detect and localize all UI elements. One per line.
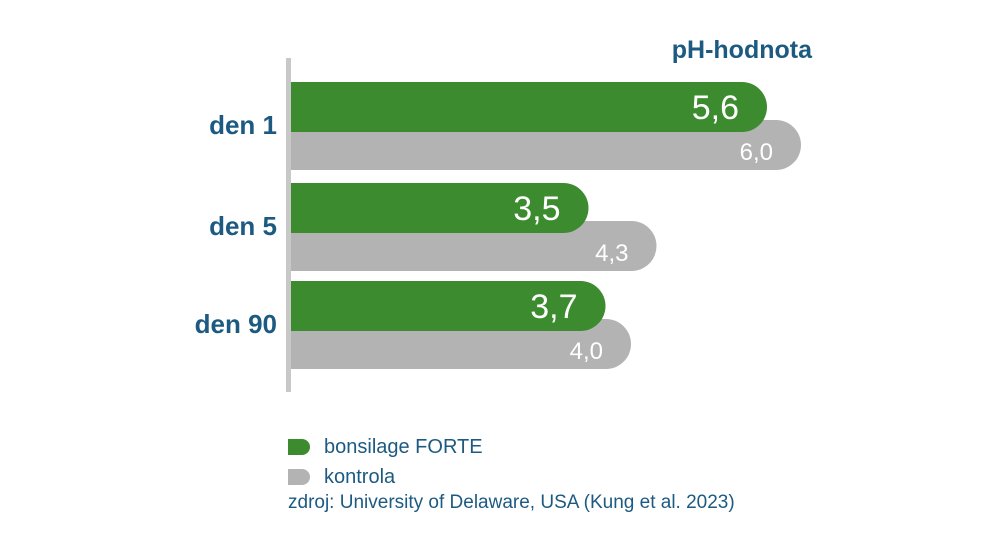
legend-swatch-green — [288, 439, 310, 455]
ph-bar-chart: pH-hodnota 5,66,0 den 1 3,5 4,3 den 5 3,7 4,0 d… — [195, 36, 813, 392]
value-label-kontrola-den-5: 4,3 — [595, 240, 628, 267]
source-note: zdroj: University of Delaware, USA (Kung… — [288, 492, 735, 513]
category-label-den-90: den 90 — [195, 309, 277, 339]
value-label-kontrola-den-90: 4,0 — [570, 338, 603, 365]
bar-bonsilage-den-90 — [291, 281, 606, 331]
y-axis-line — [286, 58, 291, 392]
value-label-bonsilage-den-1: 5,6 — [692, 89, 739, 127]
bar-bonsilage-den-5 — [291, 183, 589, 233]
bar-kontrola-den-90 — [291, 319, 631, 369]
bar-kontrola-den-1 — [291, 120, 801, 170]
category-label-den-1: den 1 — [209, 110, 277, 140]
legend-label-kontrola: kontrola — [324, 465, 396, 488]
value-label-bonsilage-den-90: 3,7 — [530, 288, 577, 326]
value-label-kontrola-den-1: 6,0 — [740, 139, 773, 166]
bar-bonsilage-den-1 — [291, 82, 767, 132]
legend: bonsilage FORTE kontrola — [288, 432, 483, 492]
legend-label-bonsilage: bonsilage FORTE — [324, 435, 483, 458]
legend-item-bonsilage: bonsilage FORTE — [288, 432, 483, 462]
bar-kontrola-den-5 — [291, 221, 657, 271]
category-label-den-5: den 5 — [209, 211, 277, 241]
legend-item-kontrola: kontrola — [288, 462, 483, 492]
chart-unit-label: pH-hodnota — [672, 36, 813, 64]
value-label-bonsilage-den-5: 3,5 — [513, 190, 560, 228]
legend-swatch-gray — [288, 469, 310, 485]
bars-group: 5,66,0 den 1 3,5 4,3 den 5 3,7 4,0 den 90 — [195, 82, 801, 369]
